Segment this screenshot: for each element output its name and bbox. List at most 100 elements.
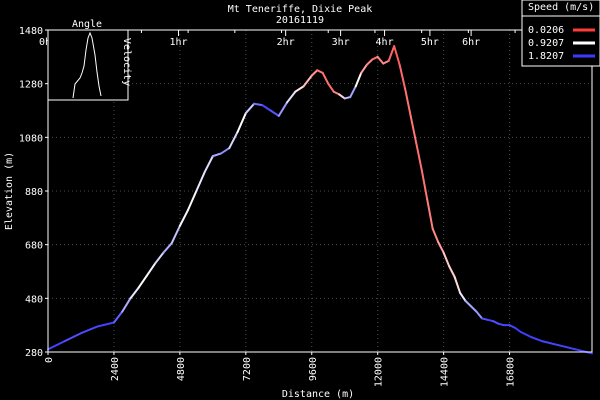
profile-segment <box>574 348 593 355</box>
speed-legend: Speed (m/s) 0.0206 0.9207 1.8207 <box>521 0 600 67</box>
y-tick-label: 480 <box>25 294 43 305</box>
profile-segment <box>294 85 305 93</box>
profile-segment <box>382 59 390 65</box>
profile-segment <box>349 85 357 99</box>
elevation-profile <box>47 45 593 355</box>
x-tick-label: 16800 <box>506 357 517 387</box>
x-tick-label: 4800 <box>176 357 187 381</box>
y-tick-label: 1280 <box>19 80 43 91</box>
profile-segment <box>398 63 407 91</box>
profile-segment <box>187 190 198 211</box>
profile-segment <box>154 251 165 265</box>
profile-segment <box>470 305 478 313</box>
profile-segment <box>253 102 264 107</box>
profile-segment <box>63 332 82 343</box>
inset-frame <box>47 29 129 101</box>
profile-segment <box>387 45 396 62</box>
y-tick-label: 1480 <box>19 26 43 37</box>
profile-segment <box>409 114 418 144</box>
legend-entry-label: 0.0206 <box>528 25 564 36</box>
x-tick-label: 2400 <box>110 357 121 381</box>
chart-title: Mt Teneriffe, Dixie Peak <box>228 4 373 15</box>
profile-segment <box>316 69 324 74</box>
profile-segment <box>376 55 385 65</box>
profile-segment <box>137 274 148 289</box>
x-tick-label: 9600 <box>308 357 319 381</box>
profile-segment <box>228 130 239 150</box>
profile-segment <box>453 275 462 294</box>
y-tick-label: 1080 <box>19 133 43 144</box>
profile-segment <box>302 74 313 88</box>
profile-segment <box>178 208 190 227</box>
time-tick-label: 5hr <box>421 37 439 48</box>
inset-title: Angle <box>72 19 102 30</box>
legend-entry-label: 0.9207 <box>528 38 564 49</box>
profile-segment <box>220 147 231 155</box>
profile-segment <box>393 45 401 66</box>
time-tick-label: 6hr <box>462 37 480 48</box>
profile-segment <box>195 171 206 192</box>
time-tick-label: 4hr <box>376 37 394 48</box>
profile-segment <box>310 69 319 77</box>
y-tick-labels: 280 480 680 880 1080 1280 1480 <box>19 26 48 359</box>
profile-segment <box>244 102 256 115</box>
profile-segment <box>112 310 124 324</box>
profile-segment <box>558 344 577 351</box>
profile-segment <box>431 227 440 243</box>
profile-segment <box>277 101 289 117</box>
inset-ylabel: Velocity <box>121 38 132 86</box>
profile-segment <box>530 336 544 343</box>
profile-segment <box>519 330 533 339</box>
profile-segment <box>514 326 522 333</box>
profile-segment <box>129 286 140 300</box>
profile-segment <box>371 55 379 61</box>
profile-segment <box>261 104 272 112</box>
profile-segment <box>442 251 451 268</box>
inset-panel: Angle Velocity <box>47 19 132 101</box>
profile-segment <box>286 90 297 104</box>
profile-segment <box>211 152 223 158</box>
profile-segment <box>459 291 467 303</box>
y-tick-label: 880 <box>25 187 43 198</box>
profile-segment <box>162 242 173 254</box>
x-axis-label: Distance (m) <box>282 389 354 400</box>
x-tick-label: 14400 <box>440 357 451 387</box>
x-tick-label: 7200 <box>242 357 253 381</box>
profile-segment <box>354 71 363 88</box>
profile-segment <box>404 88 412 117</box>
legend-entry-label: 1.8207 <box>528 51 564 62</box>
profile-segment <box>269 109 280 117</box>
profile-segment <box>415 141 423 171</box>
profile-segment <box>448 265 456 278</box>
profile-segment <box>492 320 500 325</box>
profile-segment <box>79 325 99 335</box>
profile-segment <box>464 300 473 308</box>
x-tick-label: 12000 <box>374 357 385 387</box>
y-tick-label: 280 <box>25 348 43 359</box>
profile-segment <box>203 155 214 174</box>
profile-segment <box>541 340 561 347</box>
profile-segment <box>47 340 66 351</box>
time-tick-label: 2hr <box>277 37 295 48</box>
profile-segment <box>145 262 157 277</box>
chart-subtitle: 20161119 <box>276 15 324 26</box>
profile-segment <box>420 168 429 201</box>
profile-segment <box>508 324 517 329</box>
y-axis-label: Elevation (m) <box>4 152 15 230</box>
x-tick-label: 0 <box>44 357 55 363</box>
time-tick-label: 3hr <box>332 37 350 48</box>
profile-segment <box>360 63 368 74</box>
y-tick-label: 680 <box>25 241 43 252</box>
x-tick-labels: 0 2400 4800 7200 9600 12000 14400 16800 <box>44 352 517 387</box>
profile-segment <box>338 93 346 100</box>
time-tick-label: 1hr <box>169 37 187 48</box>
inset-curve <box>72 31 102 99</box>
profile-segment <box>96 321 115 328</box>
profile-segment <box>475 310 484 320</box>
profile-segment <box>327 82 335 93</box>
profile-segment <box>332 90 341 96</box>
legend-title: Speed (m/s) <box>528 2 594 13</box>
profile-segment <box>437 240 445 254</box>
profile-segment <box>170 224 181 245</box>
